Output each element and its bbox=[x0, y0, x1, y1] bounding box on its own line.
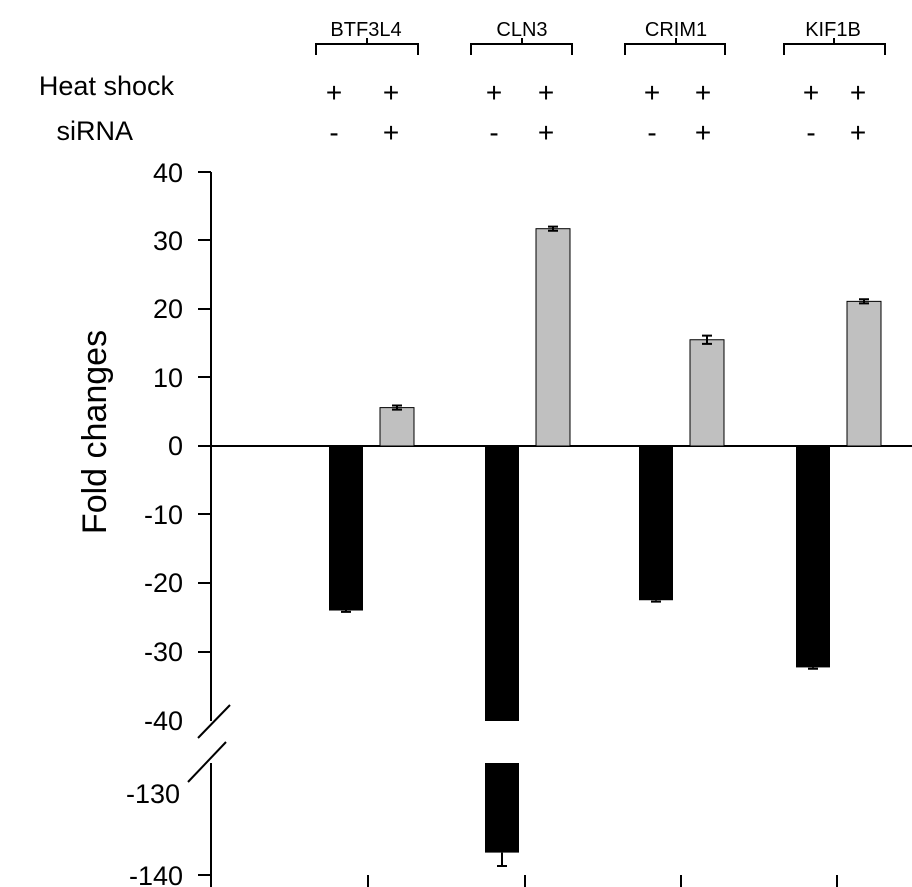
error-bar bbox=[392, 404, 402, 411]
y-tick-label: -30 bbox=[144, 637, 183, 667]
error-bar bbox=[859, 298, 869, 305]
y-tick-label: 40 bbox=[153, 158, 183, 188]
bar bbox=[796, 446, 830, 668]
heat-shock-mark: + bbox=[695, 77, 711, 108]
y-tick-label: -20 bbox=[144, 568, 183, 598]
y-tick-label: 30 bbox=[153, 226, 183, 256]
sirna-mark: + bbox=[538, 117, 554, 148]
category-bracket bbox=[470, 38, 573, 55]
bar bbox=[485, 446, 519, 721]
axis-break-mark bbox=[187, 741, 227, 783]
y-axis-label: Fold changes bbox=[76, 330, 114, 534]
heat-shock-mark: + bbox=[326, 77, 342, 108]
error-bar bbox=[808, 667, 818, 670]
category-label: CRIM1 bbox=[645, 19, 707, 41]
sirna-mark: - bbox=[329, 117, 338, 148]
y-tick-labels-upper: 40 30 20 10 0 -10 -20 -30 -40 bbox=[144, 158, 183, 736]
y-tick-label: -130 bbox=[126, 779, 180, 809]
error-bar bbox=[702, 334, 712, 345]
heat-shock-mark: + bbox=[486, 77, 502, 108]
error-bar bbox=[341, 610, 351, 613]
category-label: BTF3L4 bbox=[330, 19, 401, 41]
sirna-mark: - bbox=[806, 117, 815, 148]
y-tick-label: -40 bbox=[144, 706, 183, 736]
y-tick-label: 10 bbox=[153, 363, 183, 393]
bar-lower-segment bbox=[485, 763, 519, 853]
axis-break-mark bbox=[197, 704, 231, 739]
category-brackets bbox=[315, 38, 886, 55]
error-bar bbox=[548, 225, 558, 232]
sirna-mark: + bbox=[695, 117, 711, 148]
heat-shock-mark: + bbox=[644, 77, 660, 108]
error-bar bbox=[497, 852, 507, 868]
heat-shock-mark: + bbox=[803, 77, 819, 108]
sirna-label: siRNA bbox=[56, 116, 133, 146]
y-tick-label: 0 bbox=[168, 431, 183, 461]
bar bbox=[379, 407, 415, 447]
heat-shock-marks: + + + + + + + + bbox=[326, 77, 866, 108]
sirna-marks: - + - + - + - + bbox=[329, 117, 866, 148]
heat-shock-label: Heat shock bbox=[39, 71, 175, 101]
category-bracket bbox=[624, 38, 726, 55]
category-label: KIF1B bbox=[805, 19, 861, 41]
bar bbox=[639, 446, 673, 601]
sirna-mark: - bbox=[647, 117, 656, 148]
category-bracket bbox=[315, 38, 419, 55]
y-tick-label: 20 bbox=[153, 294, 183, 324]
category-bracket bbox=[783, 38, 886, 55]
error-bar bbox=[651, 600, 661, 603]
heat-shock-mark: + bbox=[850, 77, 866, 108]
sirna-mark: - bbox=[489, 117, 498, 148]
category-label: CLN3 bbox=[496, 19, 547, 41]
sirna-mark: + bbox=[383, 117, 399, 148]
bars bbox=[329, 225, 882, 868]
bar bbox=[535, 228, 571, 447]
axes bbox=[187, 171, 912, 887]
heat-shock-mark: + bbox=[538, 77, 554, 108]
heat-shock-mark: + bbox=[383, 77, 399, 108]
y-tick-label: -140 bbox=[129, 861, 183, 887]
bar bbox=[846, 300, 882, 447]
sirna-mark: + bbox=[850, 117, 866, 148]
y-tick-label: -10 bbox=[144, 500, 183, 530]
bar bbox=[329, 446, 363, 611]
bar bbox=[689, 339, 725, 447]
